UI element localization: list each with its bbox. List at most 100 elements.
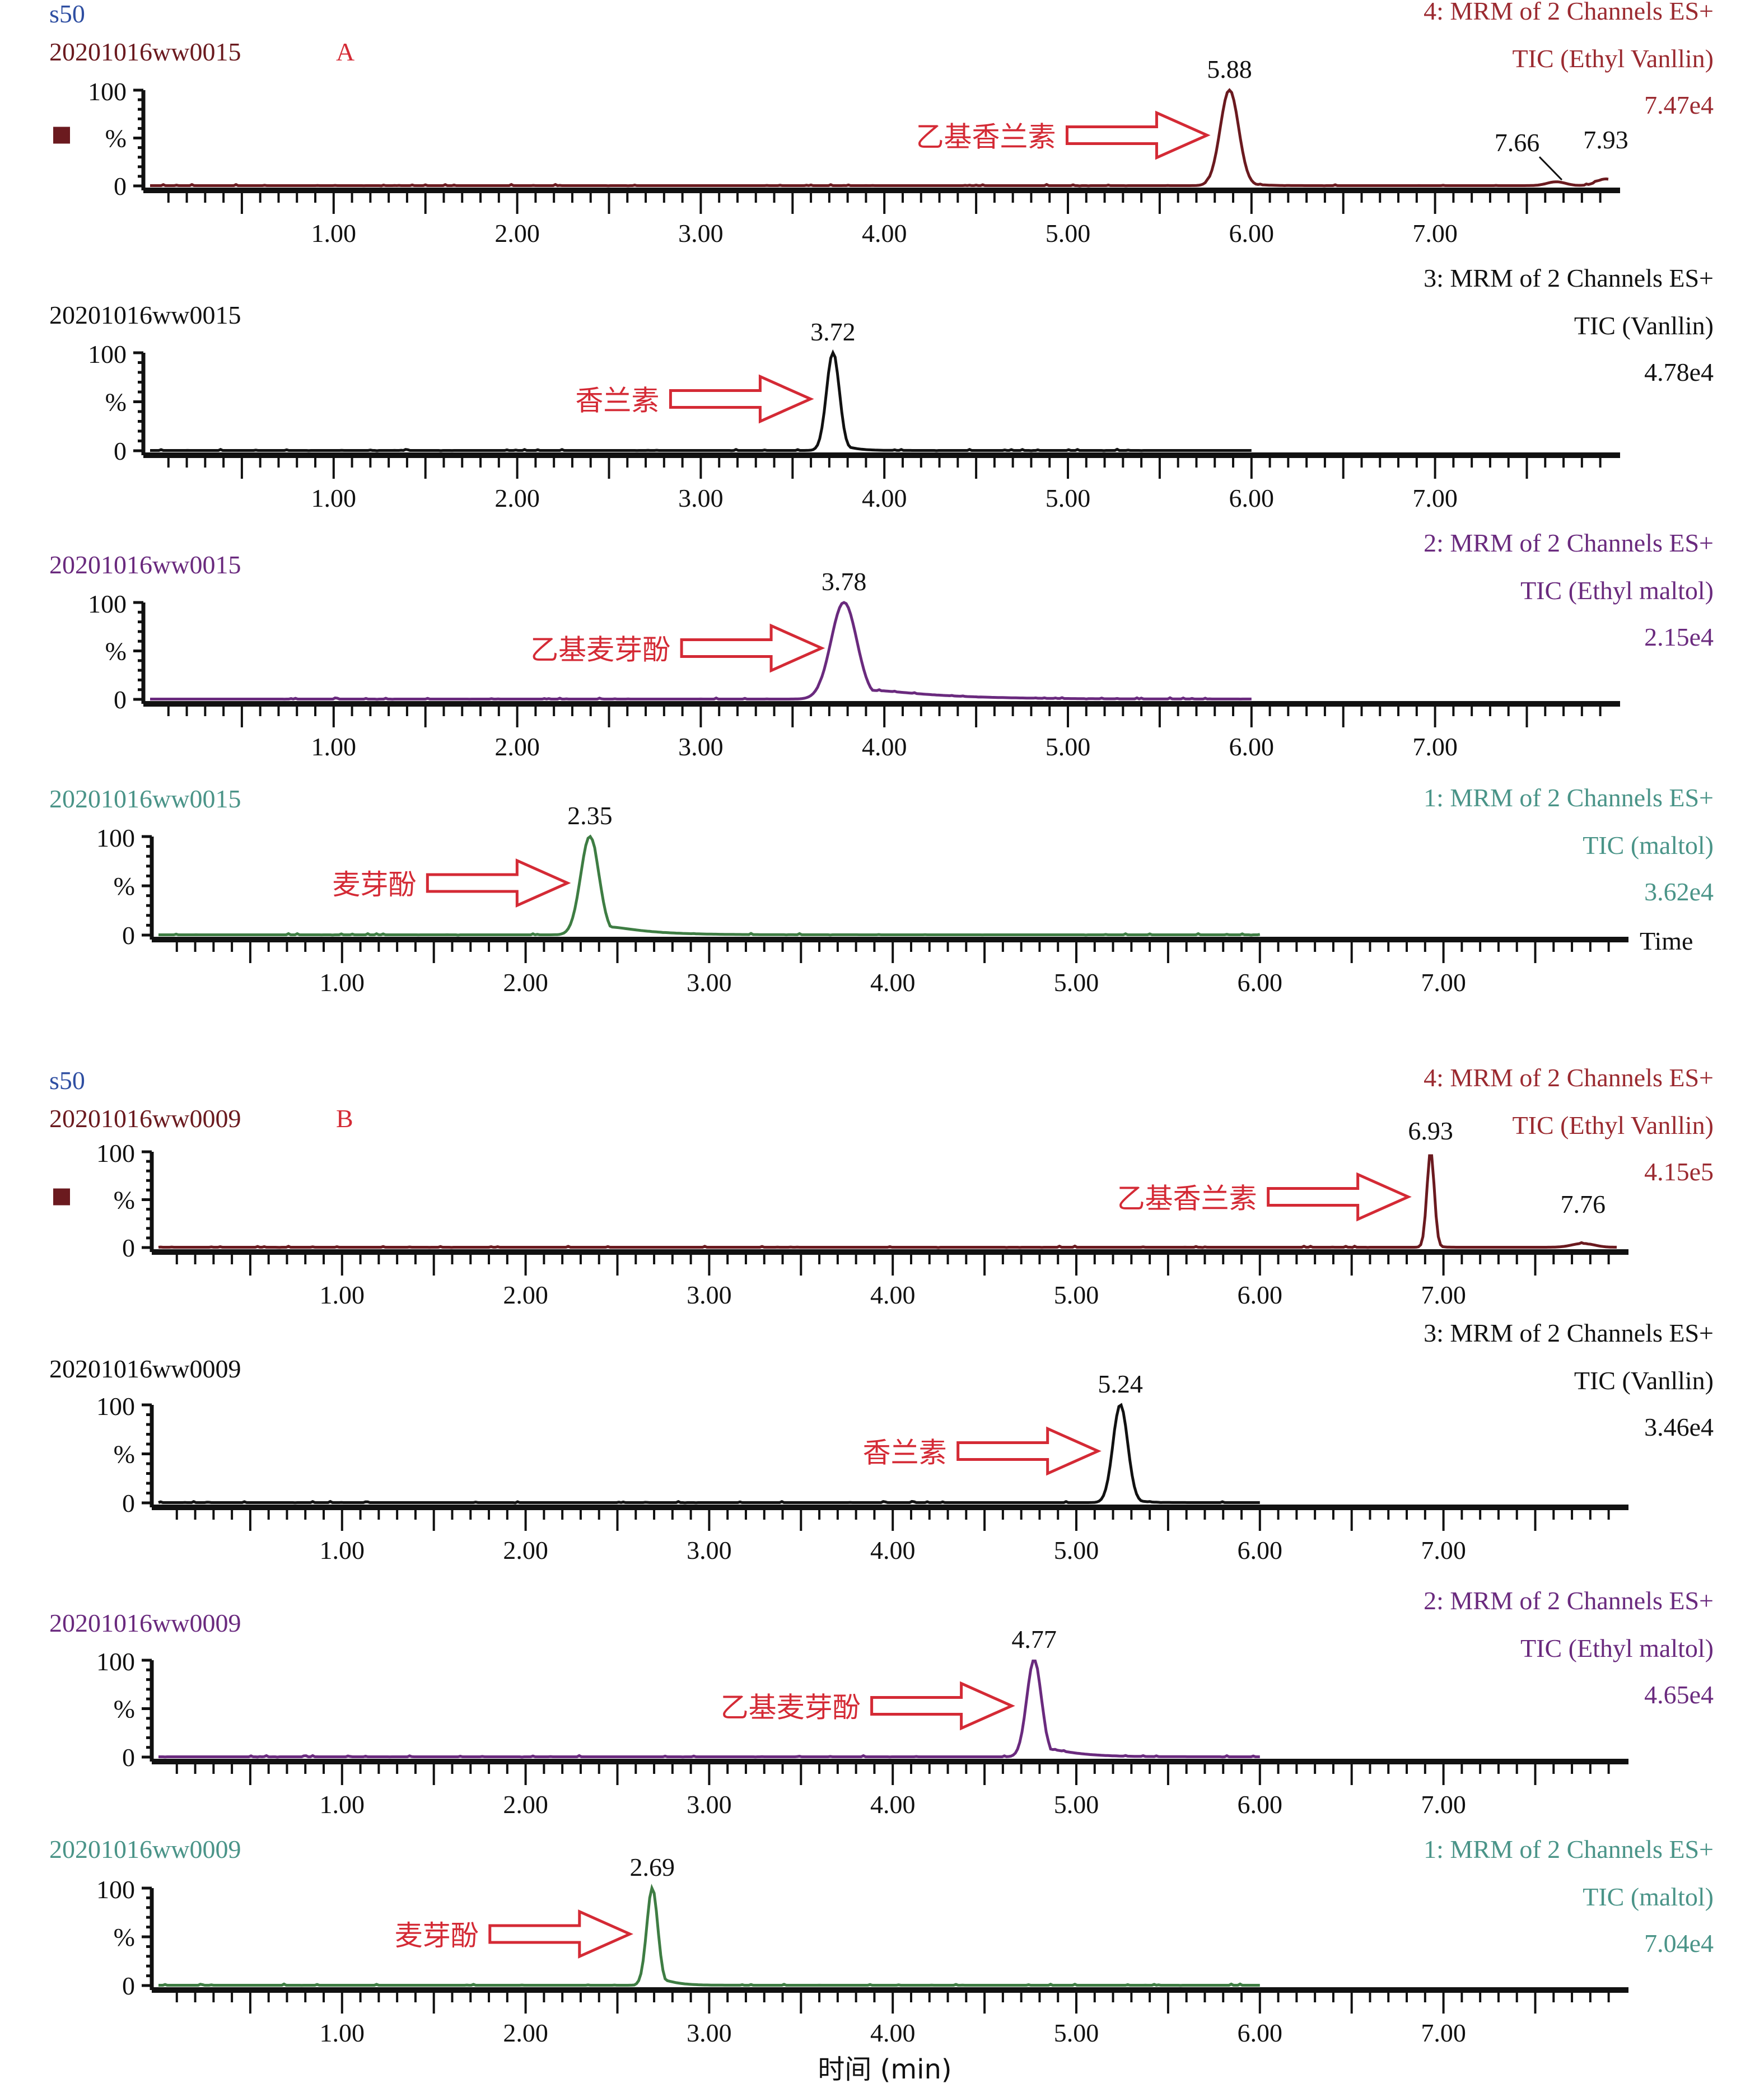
sample-id-label: 20201016ww0015 <box>49 550 241 579</box>
peak-rt-label: 2.35 <box>567 801 613 830</box>
intensity-label: 4.78e4 <box>1644 358 1714 386</box>
y-tick-label-0: 0 <box>114 685 127 714</box>
x-tick-label: 5.00 <box>1054 2019 1099 2047</box>
peak-rt-label: 4.77 <box>1011 1625 1057 1653</box>
callout-arrow-icon <box>956 1426 1102 1476</box>
compound-label: 乙基香兰素 <box>916 121 1056 153</box>
y-tick-label-0: 0 <box>122 1234 135 1262</box>
x-tick-label: 4.00 <box>870 1536 916 1564</box>
y-tick-label-100: 100 <box>96 1139 135 1167</box>
x-tick-label: 1.00 <box>311 732 357 761</box>
panel-group-letter: A <box>336 38 354 66</box>
x-tick-label: 3.00 <box>678 732 724 761</box>
x-tick-label: 3.00 <box>687 1536 732 1564</box>
x-tick-label: 2.00 <box>494 484 540 512</box>
x-tick-label: 5.00 <box>1054 1790 1099 1819</box>
compound-label: 乙基香兰素 <box>1117 1183 1257 1215</box>
y-tick-label-100: 100 <box>96 1392 135 1421</box>
x-tick-label: 7.00 <box>1412 219 1458 247</box>
trace-color-marker <box>53 1188 70 1206</box>
y-tick-label-0: 0 <box>114 437 127 465</box>
panel-group-letter: B <box>336 1104 353 1133</box>
x-tick-label: 3.00 <box>687 968 732 997</box>
y-tick-label-100: 100 <box>96 824 135 852</box>
x-tick-label: 2.00 <box>503 1281 548 1309</box>
trace-label: TIC (Ethyl maltol) <box>1520 1634 1714 1662</box>
chromatogram-panel-8: 20201016ww0009 1: MRM of 2 Channels ES+ TI… <box>49 1835 1714 2047</box>
chromatogram-trace <box>158 1154 1617 1249</box>
x-tick-label: 4.00 <box>862 219 907 247</box>
y-tick-label-0: 0 <box>114 172 127 200</box>
chromatogram-trace <box>158 834 1261 937</box>
intensity-label: 4.65e4 <box>1644 1680 1714 1709</box>
trace-label: TIC (Ethyl Vanllin) <box>1513 44 1714 73</box>
y-tick-label-0: 0 <box>122 1489 135 1517</box>
intensity-label: 3.62e4 <box>1644 877 1714 906</box>
chromatogram-panel-3: 20201016ww0015 2: MRM of 2 Channels ES+ TI… <box>49 529 1714 761</box>
intensity-label: 7.47e4 <box>1644 91 1714 119</box>
chromatogram-panel-6: 20201016ww0009 3: MRM of 2 Channels ES+ TI… <box>49 1319 1714 1564</box>
x-tick-label: 2.00 <box>503 968 548 997</box>
x-tick-label: 6.00 <box>1238 1281 1283 1309</box>
chromatogram-trace <box>150 88 1609 188</box>
y-axis-percent-label: % <box>114 1186 135 1215</box>
channel-label: 2: MRM of 2 Channels ES+ <box>1424 529 1714 557</box>
time-axis-label: Time <box>1640 927 1693 955</box>
trace-color-marker <box>53 127 70 144</box>
sample-id-label: 20201016ww0009 <box>49 1609 241 1637</box>
x-tick-label: 7.00 <box>1412 484 1458 512</box>
peak-rt-label: 7.66 <box>1495 128 1540 157</box>
y-tick-label-0: 0 <box>122 1972 135 2000</box>
channel-label: 3: MRM of 2 Channels ES+ <box>1424 264 1714 292</box>
x-tick-label: 5.00 <box>1054 1536 1099 1564</box>
peak-rt-label: 7.76 <box>1560 1190 1606 1218</box>
channel-label: 1: MRM of 2 Channels ES+ <box>1424 1835 1714 1863</box>
x-tick-label: 7.00 <box>1421 968 1466 997</box>
chromatogram-trace <box>158 1884 1260 1987</box>
x-tick-label: 5.00 <box>1054 968 1099 997</box>
y-tick-label-100: 100 <box>88 340 127 368</box>
x-tick-label: 7.00 <box>1412 732 1458 761</box>
peak-rt-label: 5.24 <box>1098 1370 1143 1398</box>
y-axis-percent-label: % <box>114 1923 135 1951</box>
y-axis-percent-label: % <box>105 124 127 153</box>
y-tick-label-100: 100 <box>88 590 127 618</box>
x-tick-label: 5.00 <box>1046 732 1091 761</box>
x-tick-label: 7.00 <box>1421 1281 1466 1309</box>
channel-label: 3: MRM of 2 Channels ES+ <box>1424 1319 1714 1347</box>
x-tick-label: 6.00 <box>1238 968 1283 997</box>
y-axis-percent-label: % <box>114 872 135 900</box>
y-axis-percent-label: % <box>114 1695 135 1723</box>
x-tick-label: 4.00 <box>870 1281 916 1309</box>
callout-arrow-icon <box>870 1681 1015 1731</box>
x-tick-label: 5.00 <box>1054 1281 1099 1309</box>
y-tick-label-0: 0 <box>122 921 135 950</box>
chromatogram-panel-5: s50 20201016ww0009 B 4: MRM of 2 Channels E… <box>49 1063 1714 1309</box>
trace-label: TIC (Vanllin) <box>1574 311 1714 340</box>
compound-label: 麦芽酚 <box>395 1919 479 1952</box>
x-tick-label: 4.00 <box>862 484 907 512</box>
peak-label-leader <box>1538 156 1563 181</box>
x-tick-label: 7.00 <box>1421 2019 1466 2047</box>
x-tick-label: 7.00 <box>1421 1790 1466 1819</box>
chromatogram-trace <box>150 601 1252 701</box>
x-tick-label: 2.00 <box>503 2019 548 2047</box>
trace-label: TIC (Ethyl maltol) <box>1520 576 1714 605</box>
peak-rt-label: 5.88 <box>1207 55 1252 83</box>
chromatogram-panel-2: 20201016ww0015 3: MRM of 2 Channels ES+ TI… <box>49 264 1714 512</box>
intensity-label: 7.04e4 <box>1644 1929 1714 1958</box>
x-tick-label: 7.00 <box>1421 1536 1466 1564</box>
callout-arrow-icon <box>426 858 571 908</box>
x-tick-label: 4.00 <box>870 2019 916 2047</box>
callout-arrow-icon <box>669 374 814 424</box>
x-axis-title: 时间 (min) <box>818 2054 951 2085</box>
x-tick-label: 2.00 <box>494 732 540 761</box>
peak-rt-label: 6.93 <box>1408 1117 1453 1145</box>
peak-rt-label: 3.78 <box>822 567 867 596</box>
sample-id-label: 20201016ww0009 <box>49 1354 241 1383</box>
chromatogram-trace <box>158 1659 1260 1759</box>
callout-arrow-icon <box>488 1909 633 1959</box>
x-tick-label: 5.00 <box>1046 219 1091 247</box>
x-tick-label: 3.00 <box>687 1281 732 1309</box>
channel-label: 4: MRM of 2 Channels ES+ <box>1424 0 1714 25</box>
